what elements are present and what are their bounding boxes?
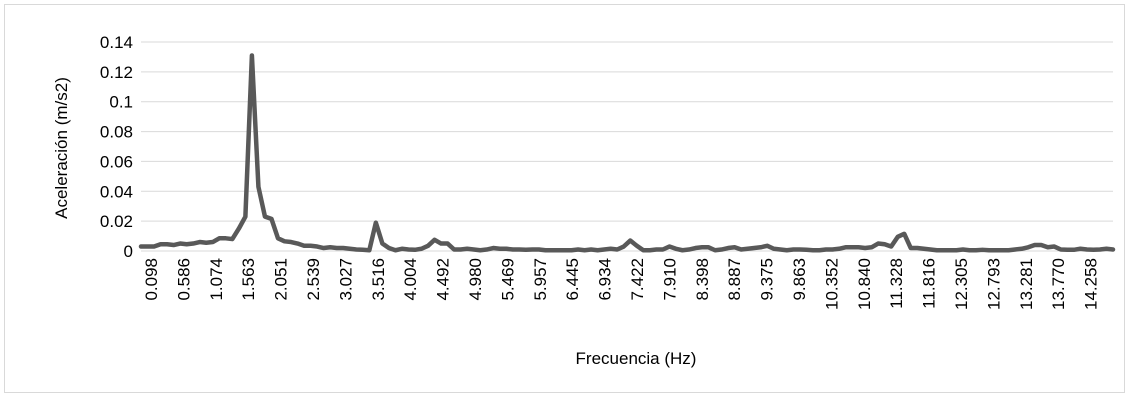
x-axis-tick-labels: 0.098 0.586 1.074 1.563 2.051 2.539 3.027 3.516… bbox=[142, 258, 1101, 310]
x-tick-label: 6.934 bbox=[596, 258, 615, 301]
x-tick-label: 11.328 bbox=[887, 258, 906, 309]
y-axis-title: Aceleración (m/s2) bbox=[52, 77, 71, 219]
x-tick-label: 4.004 bbox=[401, 258, 420, 301]
x-tick-label: 7.422 bbox=[628, 258, 647, 301]
x-tick-label: 7.910 bbox=[660, 258, 679, 301]
gridlines bbox=[141, 41, 1113, 252]
series-line bbox=[138, 53, 1116, 253]
x-tick-label: 3.027 bbox=[336, 258, 355, 301]
y-axis-tick-labels: 0 0.02 0.04 0.06 0.08 0.1 0.12 0.14 bbox=[100, 33, 133, 261]
x-tick-label: 5.469 bbox=[498, 258, 517, 301]
x-tick-label: 12.305 bbox=[952, 258, 971, 310]
x-tick-label: 10.352 bbox=[822, 258, 841, 310]
x-tick-label: 13.281 bbox=[1017, 258, 1036, 310]
x-tick-label: 6.445 bbox=[563, 258, 582, 301]
x-tick-label: 14.258 bbox=[1082, 258, 1101, 310]
x-tick-label: 2.539 bbox=[304, 258, 323, 301]
x-tick-label: 5.957 bbox=[531, 258, 550, 301]
x-tick-label: 0.586 bbox=[174, 258, 193, 301]
x-tick-label: 13.770 bbox=[1049, 258, 1068, 310]
x-tick-label: 11.816 bbox=[920, 258, 939, 309]
x-tick-label: 8.887 bbox=[725, 258, 744, 301]
x-tick-label: 9.375 bbox=[758, 258, 777, 301]
x-tick-label: 9.863 bbox=[790, 258, 809, 301]
x-tick-label: 10.840 bbox=[855, 258, 874, 310]
x-tick-label: 1.074 bbox=[207, 258, 226, 301]
x-tick-label: 1.563 bbox=[239, 258, 258, 301]
x-tick-label: 3.516 bbox=[369, 258, 388, 301]
x-tick-label: 12.793 bbox=[984, 258, 1003, 310]
x-tick-label: 2.051 bbox=[272, 258, 291, 301]
y-tick-label: 0.08 bbox=[100, 123, 133, 142]
y-tick-label: 0.14 bbox=[100, 33, 133, 52]
chart-frame bbox=[4, 4, 1125, 393]
y-tick-label: 0.12 bbox=[100, 63, 133, 82]
y-tick-label: 0.04 bbox=[100, 182, 133, 201]
x-tick-label: 4.492 bbox=[434, 258, 453, 301]
y-tick-label: 0 bbox=[124, 242, 133, 261]
x-axis-title: Frecuencia (Hz) bbox=[576, 349, 697, 368]
x-tick-label: 4.980 bbox=[466, 258, 485, 301]
x-tick-label: 8.398 bbox=[693, 258, 712, 301]
y-tick-label: 0.02 bbox=[100, 212, 133, 231]
x-tick-label: 0.098 bbox=[142, 258, 161, 301]
y-tick-label: 0.06 bbox=[100, 152, 133, 171]
y-tick-label: 0.1 bbox=[109, 93, 133, 112]
